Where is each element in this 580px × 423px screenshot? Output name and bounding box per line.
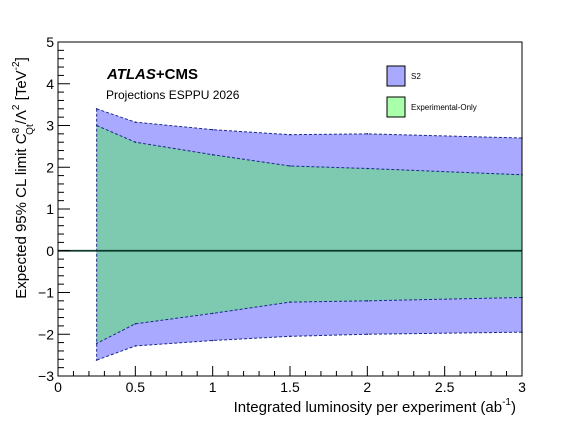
y-tick-label: 3 (46, 118, 54, 134)
chart-subtitle: Projections ESPPU 2026 (106, 88, 240, 102)
x-tick-label: 0.5 (126, 379, 146, 395)
band-0-upper-point (211, 128, 214, 131)
bands-group (95, 108, 523, 361)
band-0-lower-point (366, 333, 369, 336)
band-1-fill (96, 125, 523, 344)
legend: S2 Experimental-Only (386, 65, 477, 118)
y-tick-label: −2 (38, 326, 54, 342)
band-0-upper-edge (96, 108, 523, 139)
x-tick-label: 0 (54, 379, 62, 395)
band-0-lower-point (211, 339, 214, 342)
band-0-lower-edge (96, 331, 523, 361)
band-1-lower-point (289, 301, 291, 303)
band-1-lower-edge (96, 297, 523, 344)
band-1-upper-point (289, 165, 291, 167)
x-tick-label: 1.5 (280, 379, 300, 395)
band-1-upper-point (211, 153, 214, 156)
experiment-label: ATLAS+CMS (106, 66, 198, 83)
band-0-upper-point (289, 133, 291, 136)
y-tick-label: 1 (46, 201, 54, 217)
band-0-upper-point (366, 133, 369, 135)
x-tick-label: 2.5 (435, 379, 455, 395)
y-tick-label: −1 (38, 285, 54, 301)
band-1-upper-point (134, 141, 137, 143)
legend-label: S2 (411, 72, 421, 81)
band-0-lower-point (289, 335, 291, 338)
axes-group: 0 0.5 1 1.5 2 2.5 3 −3 −2 −1 0 1 2 3 4 5 (38, 34, 526, 395)
x-tick-label: 3 (518, 379, 526, 395)
x-tick-label: 2 (363, 379, 371, 395)
y-tick-label: −3 (38, 368, 54, 384)
band-0-upper-point (134, 121, 137, 123)
x-axis-label: Integrated luminosity per experiment (ab… (234, 397, 516, 416)
legend-swatch (386, 96, 406, 118)
legend-swatch (386, 65, 406, 87)
band-1-lower-point (211, 312, 214, 315)
y-tick-label: 4 (46, 76, 54, 92)
y-tick-label: 0 (46, 243, 54, 259)
band-1-upper-edge (96, 125, 523, 176)
band-1-lower-point (134, 323, 137, 325)
band-1-upper-point (366, 167, 369, 170)
x-tick-label: 1 (209, 379, 217, 395)
band-1-lower-point (366, 300, 369, 302)
y-axis-label: Expected 95% CL limit C8 Qt/Λ2 [TeV-2] (11, 57, 36, 299)
band-0-lower-point (134, 345, 137, 347)
y-tick-label: 2 (46, 159, 54, 175)
legend-label: Experimental-Only (411, 103, 477, 112)
y-tick-label: 5 (46, 34, 54, 50)
